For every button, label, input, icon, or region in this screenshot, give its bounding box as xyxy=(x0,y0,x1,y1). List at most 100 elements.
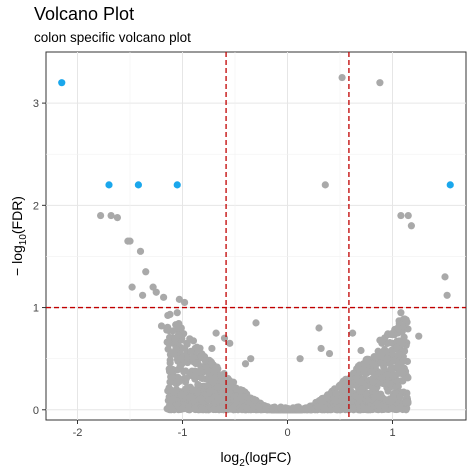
data-point xyxy=(113,214,121,222)
data-point xyxy=(386,339,394,347)
data-point xyxy=(398,340,406,348)
data-point xyxy=(441,273,449,281)
data-point xyxy=(97,211,105,220)
data-point xyxy=(369,360,377,368)
y-tick-label: 0 xyxy=(33,405,39,417)
data-point xyxy=(321,404,329,412)
data-point xyxy=(407,222,415,230)
data-point xyxy=(192,359,200,368)
data-point xyxy=(338,73,346,82)
data-point xyxy=(397,364,405,372)
data-point xyxy=(173,309,181,317)
data-point xyxy=(136,247,145,255)
data-point xyxy=(174,331,182,339)
data-point xyxy=(315,324,323,332)
data-point xyxy=(384,385,392,394)
data-point xyxy=(198,405,206,413)
data-point xyxy=(343,376,351,384)
data-point xyxy=(400,333,408,341)
data-point xyxy=(180,368,188,376)
y-axis-label: − log10(FDR) xyxy=(9,196,29,276)
x-axis-label: log2(logFC) xyxy=(221,449,292,469)
data-point xyxy=(216,405,224,413)
data-point xyxy=(169,395,177,403)
data-point xyxy=(373,392,381,400)
x-tick-label: 1 xyxy=(389,427,395,439)
data-point xyxy=(226,339,234,347)
data-point xyxy=(352,392,360,400)
data-point xyxy=(176,362,184,370)
data-point xyxy=(400,347,409,355)
data-point xyxy=(220,334,229,342)
data-point xyxy=(335,382,343,390)
data-point xyxy=(188,354,197,362)
data-point xyxy=(359,360,367,368)
data-point xyxy=(189,337,198,345)
data-point xyxy=(261,405,269,413)
data-point xyxy=(383,371,392,379)
data-point xyxy=(314,403,322,411)
data-point xyxy=(182,374,190,383)
data-point xyxy=(376,79,384,87)
data-point xyxy=(255,403,263,411)
data-point xyxy=(289,404,297,412)
data-point xyxy=(388,330,396,338)
y-tick-label: 1 xyxy=(33,303,39,315)
significant-point xyxy=(105,181,113,189)
data-point xyxy=(364,405,372,413)
data-point xyxy=(251,396,259,404)
data-point xyxy=(184,405,192,414)
y-axis-ticks: 0 1 2 3 xyxy=(33,98,46,417)
data-point xyxy=(160,293,168,301)
threshold-lines xyxy=(46,52,466,420)
data-point xyxy=(325,349,334,358)
data-point xyxy=(128,283,136,291)
data-point xyxy=(340,403,348,411)
data-point xyxy=(252,319,260,327)
data-point xyxy=(357,378,365,386)
nonsignificant-points xyxy=(97,73,451,368)
data-point xyxy=(216,396,224,404)
chart-title: Volcano Plot xyxy=(34,4,135,24)
data-point xyxy=(396,393,404,401)
data-point xyxy=(333,405,341,413)
data-point xyxy=(193,388,202,397)
data-point xyxy=(172,385,181,394)
data-point xyxy=(190,372,199,380)
data-point xyxy=(213,363,221,371)
significant-point xyxy=(173,181,181,189)
data-point xyxy=(165,333,174,342)
data-point xyxy=(216,377,224,385)
y-tick-label: 2 xyxy=(33,200,39,212)
data-point xyxy=(368,368,376,376)
data-point xyxy=(182,385,190,393)
data-point xyxy=(243,404,251,412)
data-point xyxy=(349,329,357,337)
data-point xyxy=(149,283,157,291)
data-point xyxy=(399,370,407,378)
x-tick-label: -1 xyxy=(178,427,188,439)
data-point xyxy=(388,349,397,358)
data-point xyxy=(394,324,402,332)
data-point xyxy=(317,344,325,353)
data-point xyxy=(295,406,303,414)
data-point xyxy=(181,298,189,307)
data-point xyxy=(386,380,394,388)
y-tick-label: 3 xyxy=(33,98,39,110)
data-point xyxy=(317,397,325,405)
data-point xyxy=(227,383,235,391)
data-point xyxy=(404,374,412,382)
data-point xyxy=(139,291,147,299)
data-point xyxy=(403,398,412,406)
data-point xyxy=(189,394,197,402)
data-point xyxy=(305,404,313,412)
data-point xyxy=(179,404,187,412)
data-point xyxy=(166,356,174,364)
data-point xyxy=(357,346,365,355)
significant-point xyxy=(58,79,66,87)
data-point xyxy=(172,321,180,329)
data-point xyxy=(236,386,245,395)
significant-point xyxy=(446,181,454,189)
data-point xyxy=(281,404,289,412)
data-point xyxy=(396,404,404,412)
